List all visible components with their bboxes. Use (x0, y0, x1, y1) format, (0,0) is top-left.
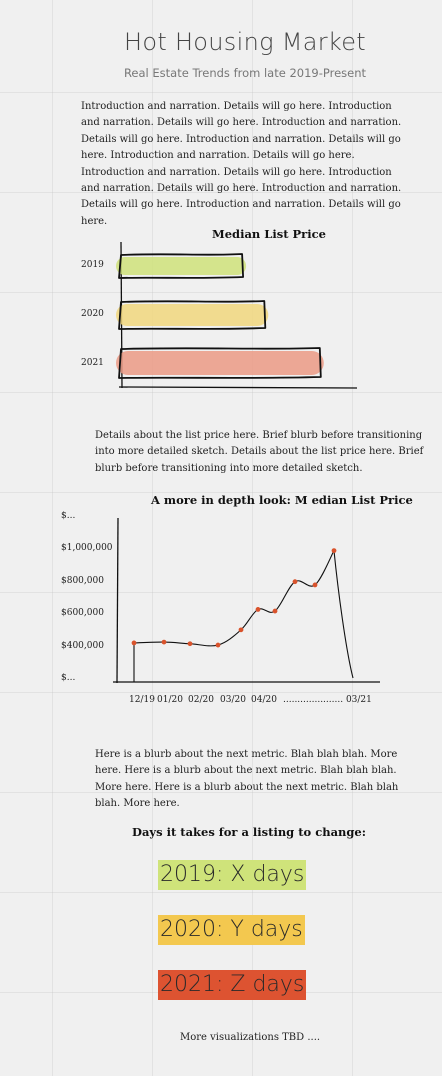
median-list-price-line-chart (113, 517, 380, 684)
bar-category-label: 2019 (81, 260, 104, 270)
data-point (272, 608, 278, 614)
data-point (215, 642, 221, 648)
days-badge-2019: 2019: X days (158, 860, 307, 890)
footer-note: More visualizations TBD .... (180, 1032, 321, 1043)
line-chart-y-axis (116, 517, 119, 684)
metric-blurb: Here is a blurb about the next metric. B… (95, 749, 399, 810)
bar-outline (118, 347, 322, 379)
data-point (312, 582, 318, 588)
x-tick-label: 02/20 (188, 695, 214, 705)
data-point (292, 579, 298, 585)
x-tick-label: 12/19 (129, 695, 155, 705)
days-badge-2020: 2020: Y days (158, 915, 305, 945)
line-series (133, 548, 354, 682)
days-section-title: Days it takes for a listing to change: (132, 825, 366, 839)
bar-fill (116, 351, 324, 375)
bar-category-label: 2021 (81, 358, 104, 368)
data-point (238, 627, 244, 633)
bar-category-label: 2020 (81, 309, 104, 319)
data-point (161, 639, 167, 645)
data-point (255, 607, 261, 612)
page-subtitle: Real Estate Trends from late 2019-Presen… (123, 66, 367, 80)
y-tick-label: $... (61, 673, 76, 683)
data-point (331, 548, 337, 554)
x-tick-label: 03/20 (220, 695, 246, 705)
data-point (131, 640, 137, 646)
data-point (187, 641, 193, 647)
intro-paragraph: Introduction and narration. Details will… (81, 101, 402, 227)
x-tick-label: 01/20 (157, 695, 183, 705)
y-tick-label: $... (61, 511, 76, 521)
y-tick-label: $400,000 (61, 641, 104, 651)
line-chart-title: A more in depth look: M edian List Price (151, 493, 413, 507)
list-price-blurb: Details about the list price here. Brief… (95, 430, 424, 474)
days-badge-2021: 2021: Z days (158, 970, 307, 1000)
x-tick-label: ..................... 03/21 (283, 695, 372, 705)
bar-fill (116, 257, 247, 275)
y-tick-label: $800,000 (61, 576, 104, 586)
median-list-price-bar-chart (116, 241, 358, 389)
page-title: Hot Housing Market (123, 28, 367, 56)
bar-outline (118, 253, 244, 279)
x-tick-label: 04/20 (251, 695, 277, 705)
bar-fill (116, 304, 269, 326)
y-tick-label: $1,000,000 (61, 543, 113, 553)
y-tick-label: $600,000 (61, 608, 104, 618)
bar-chart-title: Median List Price (212, 227, 326, 241)
bar-chart-x-axis (118, 386, 358, 389)
bar-outline (118, 300, 267, 330)
